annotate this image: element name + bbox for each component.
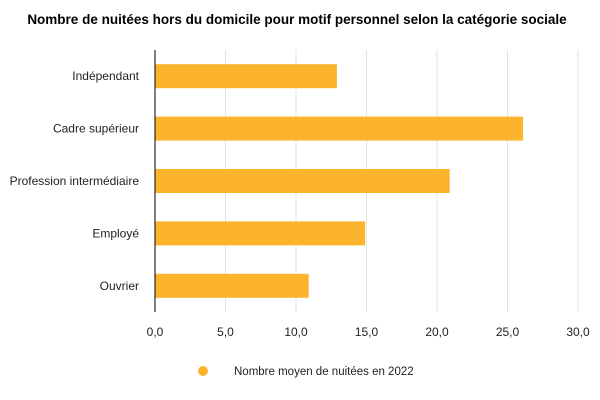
bar <box>155 64 337 89</box>
bars <box>155 64 524 298</box>
legend: Nombre moyen de nuitées en 2022 <box>198 366 414 378</box>
x-tick-label: 0,0 <box>147 325 164 339</box>
legend-label: Nombre moyen de nuitées en 2022 <box>234 366 414 378</box>
x-tick-label: 10,0 <box>284 325 308 339</box>
category-label: Profession intermédiaire <box>10 174 140 188</box>
bar <box>155 169 450 193</box>
x-tick-label: 15,0 <box>355 325 379 339</box>
bar <box>155 116 524 141</box>
x-tick-label: 20,0 <box>425 325 449 339</box>
legend-marker <box>198 366 208 376</box>
x-tick-label: 30,0 <box>566 325 590 339</box>
bar <box>155 273 309 298</box>
category-label: Cadre supérieur <box>53 122 139 136</box>
bar <box>155 221 366 246</box>
chart-title: Nombre de nuitées hors du domicile pour … <box>27 12 567 27</box>
category-labels: Indépendant Cadre supérieur Profession int… <box>10 69 140 293</box>
category-label: Ouvrier <box>100 279 139 293</box>
x-tick-label: 25,0 <box>496 325 520 339</box>
category-label: Indépendant <box>72 69 139 83</box>
category-label: Employé <box>92 226 139 240</box>
x-tick-label: 5,0 <box>217 325 234 339</box>
x-tick-labels: 0,0 5,0 10,0 15,0 20,0 25,0 30,0 <box>147 325 590 339</box>
